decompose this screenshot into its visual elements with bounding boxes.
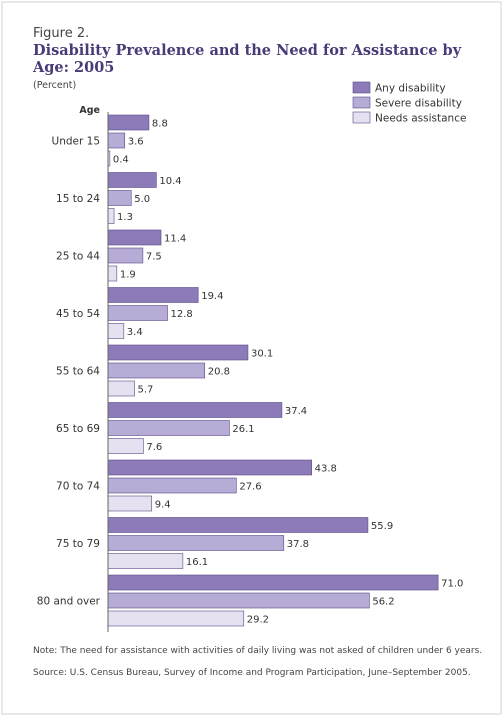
value-label-under-15-needs-assistance: 0.4 <box>113 155 129 166</box>
bar-under-15-any-disability <box>107 114 150 131</box>
value-label-75-to-79-needs-assistance: 16.1 <box>186 557 208 568</box>
value-label-65-to-69-any-disability: 37.4 <box>285 406 307 417</box>
value-label-65-to-69-severe-disability: 26.1 <box>232 424 254 435</box>
legend-label-severe-disability: Severe disability <box>375 98 462 110</box>
chart-note: Note: The need for assistance with activ… <box>33 646 483 656</box>
value-label-25-to-44-any-disability: 11.4 <box>164 234 186 245</box>
value-label-70-to-74-needs-assistance: 9.4 <box>155 500 171 511</box>
category-label-55-to-64: 55 to 64 <box>56 366 100 378</box>
chart-title: Disability Prevalence and the Need for A… <box>33 42 462 76</box>
legend-label-needs-assistance: Needs assistance <box>375 113 466 125</box>
value-label-55-to-64-any-disability: 30.1 <box>251 349 273 360</box>
bar-55-to-64-needs-assistance <box>107 380 135 397</box>
value-label-45-to-54-severe-disability: 12.8 <box>171 309 193 320</box>
bar-25-to-44-any-disability <box>107 229 162 246</box>
value-label-70-to-74-severe-disability: 27.6 <box>239 482 261 493</box>
bar-80-and-over-severe-disability <box>107 592 370 609</box>
bar-under-15-severe-disability <box>107 132 126 149</box>
value-label-80-and-over-needs-assistance: 29.2 <box>247 615 269 626</box>
value-label-55-to-64-severe-disability: 20.8 <box>208 367 230 378</box>
value-label-45-to-54-any-disability: 19.4 <box>201 291 223 302</box>
value-label-65-to-69-needs-assistance: 7.6 <box>146 442 162 453</box>
figure-label: Figure 2. <box>33 26 90 41</box>
legend-swatch-any-disability <box>352 81 371 94</box>
category-label-75-to-79: 75 to 79 <box>56 538 100 550</box>
value-label-45-to-54-needs-assistance: 3.4 <box>127 327 143 338</box>
bar-15-to-24-any-disability <box>107 172 157 188</box>
bar-15-to-24-needs-assistance <box>107 208 115 224</box>
bar-55-to-64-severe-disability <box>107 362 206 379</box>
chart-source: Source: U.S. Census Bureau, Survey of In… <box>33 668 471 678</box>
y-axis-title: Age <box>79 105 100 116</box>
category-label-65-to-69: 65 to 69 <box>56 423 100 435</box>
bar-55-to-64-any-disability <box>107 344 249 361</box>
bar-70-to-74-any-disability <box>107 459 312 476</box>
bar-25-to-44-needs-assistance <box>107 265 118 282</box>
bar-75-to-79-any-disability <box>107 517 369 533</box>
value-label-70-to-74-any-disability: 43.8 <box>315 464 337 475</box>
category-label-70-to-74: 70 to 74 <box>56 481 100 493</box>
bar-45-to-54-severe-disability <box>107 305 168 321</box>
category-label-15-to-24: 15 to 24 <box>56 193 100 205</box>
value-label-15-to-24-severe-disability: 5.0 <box>134 194 150 205</box>
bar-70-to-74-needs-assistance <box>107 495 153 512</box>
bar-45-to-54-needs-assistance <box>107 323 125 339</box>
category-label-45-to-54: 45 to 54 <box>56 308 100 320</box>
bar-25-to-44-severe-disability <box>107 247 144 264</box>
category-label-80-and-over: 80 and over <box>37 596 101 608</box>
value-label-25-to-44-needs-assistance: 1.9 <box>120 270 136 281</box>
bar-75-to-79-severe-disability <box>107 535 285 551</box>
category-label-25-to-44: 25 to 44 <box>56 251 100 263</box>
value-label-75-to-79-severe-disability: 37.8 <box>287 539 309 550</box>
value-label-55-to-64-needs-assistance: 5.7 <box>138 385 154 396</box>
bar-75-to-79-needs-assistance <box>107 553 184 569</box>
value-label-15-to-24-needs-assistance: 1.3 <box>117 212 133 223</box>
value-label-15-to-24-any-disability: 10.4 <box>159 176 181 187</box>
value-label-80-and-over-severe-disability: 56.2 <box>372 597 394 608</box>
legend-swatch-needs-assistance <box>352 111 371 124</box>
value-label-75-to-79-any-disability: 55.9 <box>371 521 393 532</box>
legend-swatch-severe-disability <box>352 96 371 109</box>
bar-80-and-over-needs-assistance <box>107 610 245 627</box>
legend-label-any-disability: Any disability <box>375 83 446 95</box>
value-label-under-15-any-disability: 8.8 <box>152 119 168 130</box>
value-label-under-15-severe-disability: 3.6 <box>128 137 144 148</box>
bar-45-to-54-any-disability <box>107 287 199 303</box>
bar-15-to-24-severe-disability <box>107 190 132 206</box>
unit-label: (Percent) <box>33 80 77 91</box>
bar-80-and-over-any-disability <box>107 574 439 591</box>
bar-65-to-69-severe-disability <box>107 420 230 436</box>
category-label-under-15: Under 15 <box>52 136 100 148</box>
bar-65-to-69-needs-assistance <box>107 438 144 454</box>
bar-65-to-69-any-disability <box>107 402 283 418</box>
value-label-25-to-44-severe-disability: 7.5 <box>146 252 162 263</box>
value-label-80-and-over-any-disability: 71.0 <box>441 579 463 590</box>
bar-70-to-74-severe-disability <box>107 477 237 494</box>
